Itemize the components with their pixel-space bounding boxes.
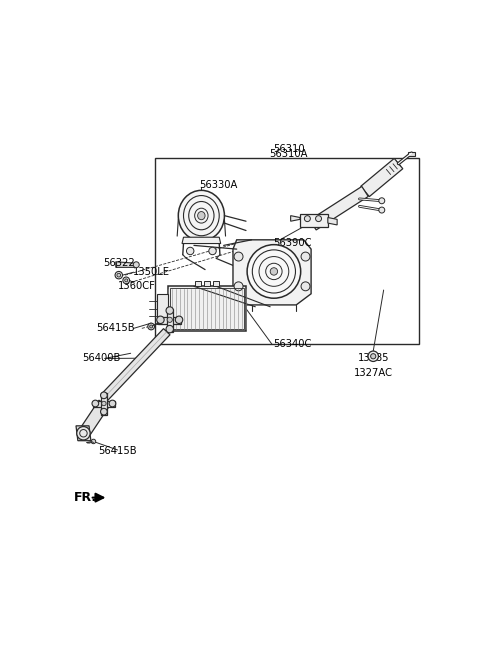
Circle shape (92, 400, 99, 407)
Circle shape (150, 325, 153, 328)
Ellipse shape (178, 191, 225, 241)
Polygon shape (361, 158, 403, 196)
Polygon shape (101, 329, 170, 401)
Bar (195, 281, 201, 286)
Circle shape (186, 248, 194, 255)
Polygon shape (116, 262, 136, 268)
Bar (155, 158, 419, 344)
Circle shape (175, 316, 183, 323)
Ellipse shape (247, 245, 300, 298)
Circle shape (379, 207, 385, 213)
Circle shape (100, 408, 107, 415)
Circle shape (234, 282, 243, 291)
Circle shape (133, 262, 139, 268)
Text: 56310: 56310 (273, 144, 305, 154)
Circle shape (156, 316, 164, 323)
Circle shape (304, 216, 311, 222)
Circle shape (315, 216, 322, 222)
Circle shape (301, 282, 310, 291)
Text: 13385: 13385 (358, 353, 389, 363)
Text: 56322: 56322 (103, 257, 134, 268)
Polygon shape (80, 400, 109, 435)
Circle shape (167, 317, 172, 323)
Polygon shape (233, 240, 311, 305)
Circle shape (301, 252, 310, 261)
Circle shape (148, 323, 155, 330)
Text: 1360CF: 1360CF (118, 281, 156, 290)
Circle shape (109, 400, 116, 407)
Circle shape (166, 325, 173, 333)
Circle shape (209, 248, 216, 255)
Text: 1327AC: 1327AC (354, 368, 393, 378)
Bar (213, 281, 219, 286)
Text: 56415B: 56415B (98, 446, 137, 456)
Circle shape (77, 426, 90, 440)
Bar (408, 152, 415, 156)
Circle shape (368, 351, 378, 362)
Polygon shape (93, 400, 115, 407)
Text: 56330A: 56330A (200, 180, 238, 190)
Text: 56400B: 56400B (83, 354, 120, 364)
Bar (168, 286, 246, 331)
Text: 56340C: 56340C (273, 340, 311, 349)
Circle shape (91, 439, 96, 444)
Circle shape (379, 198, 385, 203)
Circle shape (125, 279, 128, 282)
Polygon shape (101, 393, 107, 415)
Ellipse shape (270, 268, 277, 275)
Polygon shape (300, 214, 328, 227)
Circle shape (371, 354, 376, 359)
Circle shape (115, 272, 122, 279)
Text: 1350LE: 1350LE (132, 267, 169, 277)
Circle shape (123, 277, 130, 284)
Circle shape (100, 392, 107, 399)
Text: 56415B: 56415B (96, 323, 135, 333)
Circle shape (102, 401, 106, 406)
Polygon shape (310, 187, 368, 230)
Polygon shape (158, 317, 181, 323)
Polygon shape (328, 218, 337, 225)
Ellipse shape (198, 211, 205, 220)
Polygon shape (182, 237, 221, 244)
Text: 56390C: 56390C (273, 238, 312, 248)
Circle shape (166, 307, 173, 314)
Text: 56310A: 56310A (270, 149, 308, 159)
Circle shape (117, 273, 120, 277)
Bar (170, 288, 244, 329)
Circle shape (234, 252, 243, 261)
Polygon shape (167, 308, 173, 332)
Bar (156, 294, 168, 323)
Polygon shape (291, 216, 300, 221)
Polygon shape (76, 426, 91, 441)
Bar (204, 281, 210, 286)
Text: FR.: FR. (74, 491, 97, 505)
